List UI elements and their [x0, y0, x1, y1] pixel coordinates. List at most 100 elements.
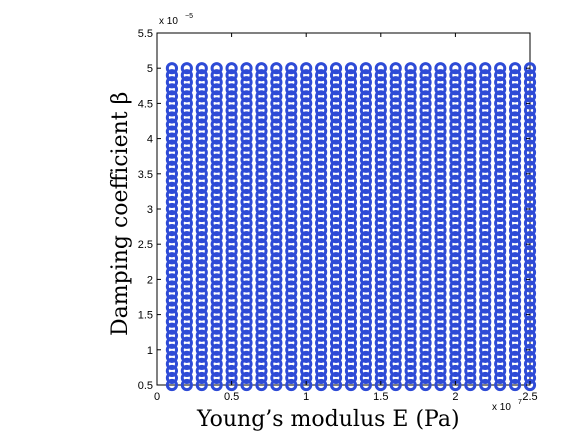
data-point	[374, 160, 387, 173]
data-point	[523, 245, 537, 258]
data-point	[374, 216, 387, 230]
data-point	[195, 146, 208, 159]
data-point	[195, 364, 208, 378]
data-point	[344, 329, 358, 342]
data-point	[404, 287, 417, 300]
data-point	[255, 245, 268, 258]
data-point	[344, 104, 358, 117]
data-point	[240, 266, 253, 279]
data-point	[240, 83, 253, 96]
data-point	[225, 273, 238, 286]
data-point	[240, 202, 253, 216]
data-point	[523, 76, 537, 89]
data-point	[315, 188, 328, 202]
data-point	[344, 371, 358, 385]
data-point	[404, 245, 417, 258]
data-point	[315, 329, 328, 342]
data-point	[315, 266, 328, 279]
data-point	[523, 252, 537, 265]
data-point	[508, 350, 522, 363]
data-point	[479, 259, 492, 272]
data-point	[389, 336, 402, 349]
data-point	[240, 301, 253, 314]
data-point	[180, 167, 193, 180]
data-point	[359, 167, 372, 180]
data-point	[494, 301, 507, 314]
data-point	[225, 336, 238, 349]
data-point	[494, 266, 507, 279]
data-point	[255, 62, 268, 75]
data-point	[419, 378, 432, 392]
data-point	[508, 160, 522, 173]
data-point	[464, 181, 477, 194]
data-point	[464, 188, 477, 202]
data-point	[180, 252, 193, 265]
data-point	[523, 167, 537, 180]
data-point	[210, 259, 223, 272]
data-point	[464, 266, 477, 279]
data-point	[165, 118, 179, 131]
data-point	[449, 202, 462, 216]
data-point	[315, 76, 328, 89]
data-point	[210, 62, 223, 75]
data-point	[494, 371, 507, 385]
data-point	[389, 322, 402, 335]
data-point	[300, 160, 313, 173]
data-point	[270, 266, 283, 279]
data-point	[315, 315, 328, 328]
data-point	[359, 266, 372, 279]
data-point	[464, 259, 477, 272]
data-point	[464, 160, 477, 173]
data-point	[329, 378, 343, 392]
data-point	[240, 378, 253, 392]
data-point	[270, 153, 283, 166]
data-point	[195, 76, 208, 89]
data-point	[195, 139, 208, 152]
data-point	[374, 294, 387, 307]
data-point	[255, 160, 268, 173]
data-point	[479, 343, 492, 356]
data-point	[508, 167, 522, 180]
data-point	[344, 62, 358, 75]
data-point	[523, 69, 537, 82]
data-point	[359, 231, 372, 244]
data-point	[494, 160, 507, 173]
data-point	[479, 238, 492, 251]
data-point	[523, 146, 537, 159]
data-point	[479, 308, 492, 321]
data-point	[389, 76, 402, 89]
data-point	[329, 125, 343, 138]
y-multiplier-exponent: −5	[185, 13, 193, 20]
data-point	[315, 111, 328, 124]
data-point	[344, 174, 358, 187]
data-point	[389, 97, 402, 110]
data-point	[494, 350, 507, 363]
data-point	[329, 238, 343, 251]
data-point	[210, 329, 223, 342]
data-point	[508, 62, 522, 75]
data-point	[419, 195, 432, 209]
data-point	[508, 336, 522, 349]
data-point	[195, 132, 208, 145]
data-point	[165, 343, 179, 356]
data-point	[315, 181, 328, 194]
data-point	[344, 146, 358, 159]
data-point	[165, 216, 179, 230]
data-point	[359, 329, 372, 342]
data-point	[165, 153, 179, 166]
data-point	[508, 83, 522, 96]
data-point	[434, 294, 447, 307]
data-point	[329, 350, 343, 363]
data-point	[344, 343, 358, 356]
data-point	[210, 139, 223, 152]
data-point	[389, 287, 402, 300]
data-point	[479, 202, 492, 216]
data-point	[225, 111, 238, 124]
data-point	[270, 224, 283, 237]
data-point	[434, 231, 447, 244]
data-point	[434, 224, 447, 237]
data-point	[329, 224, 343, 237]
data-point	[180, 231, 193, 244]
data-point	[434, 202, 447, 216]
data-point	[255, 146, 268, 159]
